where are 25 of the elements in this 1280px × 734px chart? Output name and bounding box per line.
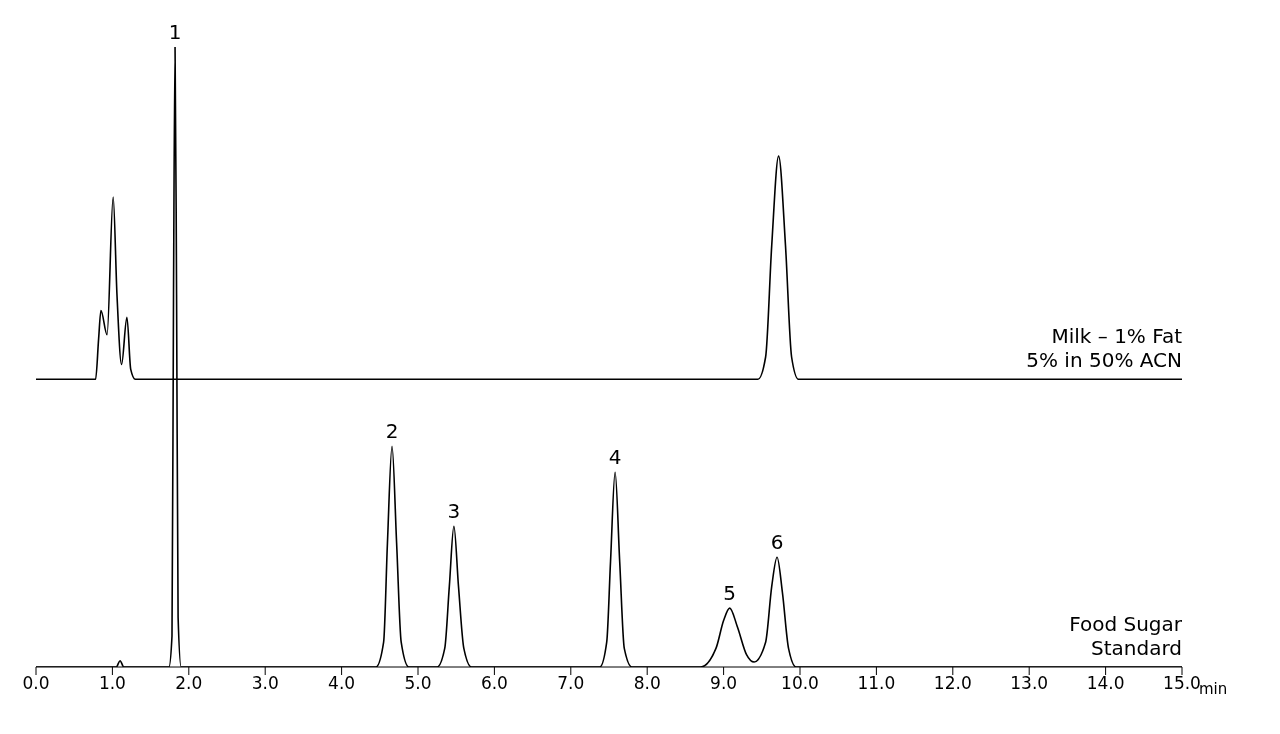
x-tick-label: 8.0 xyxy=(633,673,661,694)
x-axis-title: min xyxy=(1199,680,1228,699)
annotation: 5 xyxy=(723,581,737,606)
series-label: Milk – 1% Fat 5% in 50% ACN xyxy=(1026,324,1183,373)
x-tick-label: 14.0 xyxy=(1086,673,1125,694)
annotation: 4 xyxy=(608,445,622,470)
x-tick-label: 10.0 xyxy=(781,673,819,694)
x-tick-label: 15.0 xyxy=(1163,673,1201,694)
x-tick-label: 7.0 xyxy=(557,673,585,694)
annotation: 3 xyxy=(447,499,461,524)
x-tick-label: 3.0 xyxy=(251,673,279,694)
x-tick-label: 4.0 xyxy=(328,673,356,694)
x-tick-label: 12.0 xyxy=(933,673,972,694)
annotation: 1 xyxy=(168,20,182,44)
annotation: 6 xyxy=(770,530,784,555)
x-tick-label: 0.0 xyxy=(22,673,50,694)
annotation: 2 xyxy=(385,419,399,444)
x-tick-label: 1.0 xyxy=(98,673,126,694)
x-tick-label: 13.0 xyxy=(1010,673,1049,694)
x-tick-label: 6.0 xyxy=(480,673,508,694)
x-tick-label: 11.0 xyxy=(857,673,896,694)
series-label: Food Sugar Standard xyxy=(1069,612,1183,660)
x-tick-label: 5.0 xyxy=(404,673,432,694)
x-tick-label: 2.0 xyxy=(175,673,203,694)
x-tick-label: 9.0 xyxy=(710,673,738,694)
